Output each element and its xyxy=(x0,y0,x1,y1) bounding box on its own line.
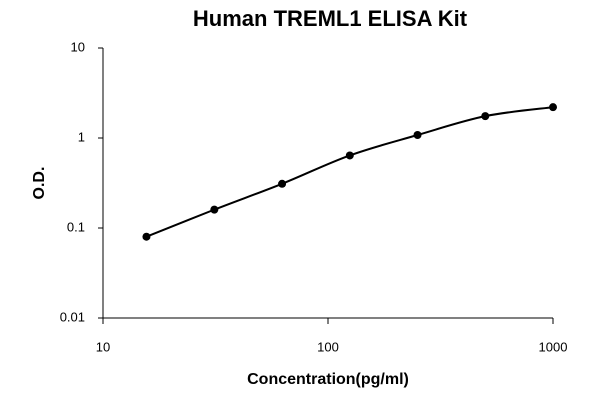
x-tick-label: 10 xyxy=(96,339,110,354)
data-point xyxy=(278,179,287,188)
data-point xyxy=(413,130,422,139)
data-point xyxy=(549,103,557,112)
y-tick-label: 0.01 xyxy=(60,309,85,324)
x-axis-title: Concentration(pg/ml) xyxy=(247,371,409,388)
y-tick-label: 0.1 xyxy=(67,219,85,234)
chart-title: Human TREML1 ELISA Kit xyxy=(193,6,468,31)
data-point xyxy=(345,151,354,160)
data-point xyxy=(210,205,219,214)
y-tick-label: 1 xyxy=(78,129,85,144)
curve xyxy=(146,106,554,238)
data-point xyxy=(481,112,490,121)
y-axis-title: O.D. xyxy=(31,167,48,200)
x-tick-label: 1000 xyxy=(539,339,568,354)
x-tick-label: 100 xyxy=(317,339,339,354)
data-point xyxy=(142,232,151,241)
y-tick-label: 10 xyxy=(71,39,85,54)
